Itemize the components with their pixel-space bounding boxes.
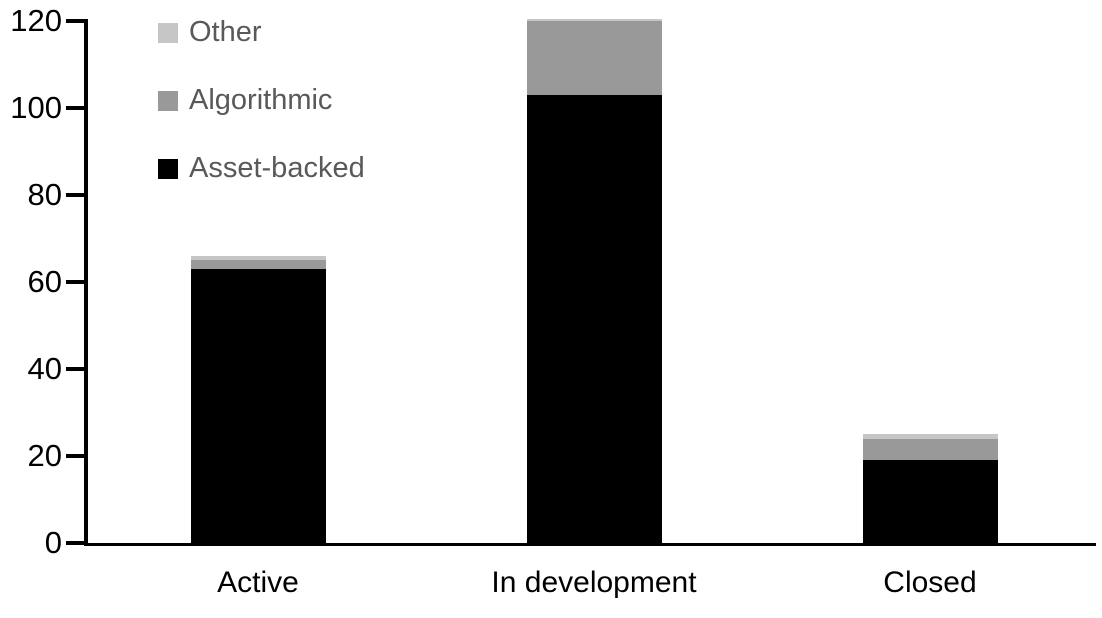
legend-item: Asset-backed <box>158 152 365 185</box>
bar-segment-other <box>190 255 326 261</box>
y-tick-label: 0 <box>44 525 62 560</box>
legend-swatch-icon <box>158 22 178 43</box>
y-tick <box>66 106 84 110</box>
y-tick-label: 80 <box>27 177 62 212</box>
legend: Other Algorithmic Asset-backed <box>158 16 365 185</box>
bar-segment-other <box>526 18 662 21</box>
bar-segment-asset-backed <box>526 94 662 543</box>
y-axis-line <box>84 19 88 546</box>
y-tick-label: 60 <box>27 264 62 299</box>
legend-item: Other <box>158 16 365 49</box>
category-label: Active <box>217 566 299 599</box>
bar-segment-algorithmic <box>190 260 326 269</box>
legend-label: Other <box>189 16 262 48</box>
y-tick-label: 20 <box>27 438 62 473</box>
legend-label: Asset-backed <box>189 152 365 184</box>
y-tick <box>66 367 84 371</box>
y-tick-label: 100 <box>10 90 62 125</box>
y-tick <box>66 19 84 23</box>
bar-segment-asset-backed <box>862 460 998 543</box>
y-tick-label: 40 <box>27 351 62 386</box>
legend-swatch-icon <box>158 90 178 111</box>
y-tick <box>66 280 84 284</box>
y-tick <box>66 193 84 197</box>
bar-segment-algorithmic <box>862 438 998 461</box>
y-tick-label: 120 <box>10 3 62 38</box>
y-tick <box>66 454 84 458</box>
y-tick <box>66 541 84 545</box>
bar-segment-other <box>862 434 998 439</box>
category-label: In development <box>491 566 697 599</box>
bar-segment-algorithmic <box>526 21 662 95</box>
legend-item: Algorithmic <box>158 84 365 117</box>
bar-segment-asset-backed <box>190 268 326 543</box>
legend-swatch-icon <box>158 158 178 179</box>
legend-label: Algorithmic <box>189 84 333 116</box>
category-label: Closed <box>883 566 977 599</box>
x-axis-line <box>84 543 1096 546</box>
